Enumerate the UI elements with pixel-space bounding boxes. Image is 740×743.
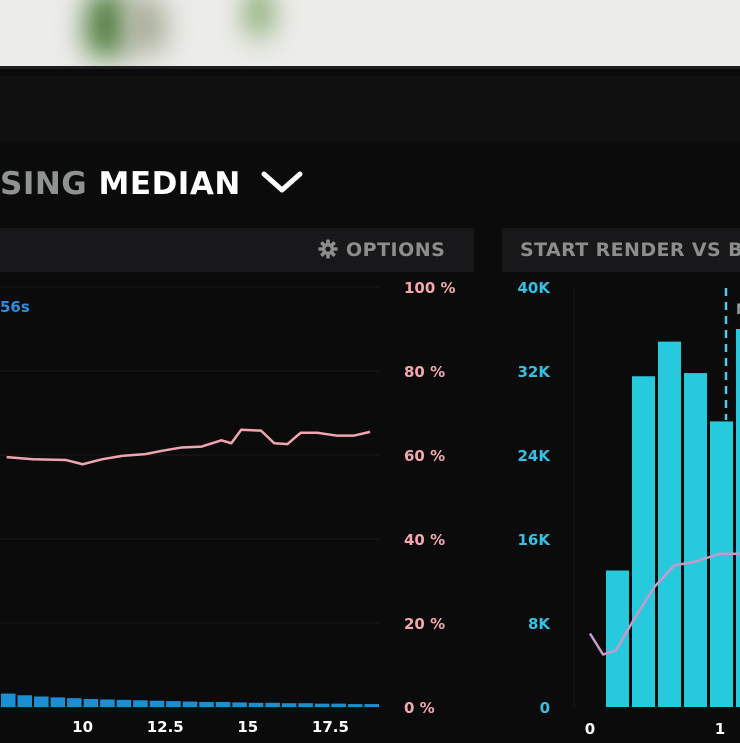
y-tick-label: 100 % bbox=[404, 279, 456, 297]
distribution-bar bbox=[150, 701, 165, 707]
histogram-bar bbox=[736, 329, 740, 707]
y-tick-label: 60 % bbox=[404, 447, 445, 465]
histogram-bar bbox=[710, 421, 733, 707]
x-tick-label: 0 bbox=[585, 720, 595, 738]
distribution-bar bbox=[183, 702, 198, 707]
annotation-label: 56s bbox=[0, 298, 30, 316]
y-tick-label: 0 % bbox=[404, 699, 435, 717]
y-tick-label: 40K bbox=[518, 279, 552, 297]
x-tick-label: 17.5 bbox=[312, 718, 349, 736]
y-tick-label: 16K bbox=[518, 531, 552, 549]
y-tick-label: 32K bbox=[518, 363, 552, 381]
distribution-bar bbox=[364, 704, 379, 707]
right-chart: 40K 32K 24K 16K 8K 0 N 0 1 bbox=[518, 279, 740, 738]
histogram-bar bbox=[684, 373, 707, 707]
distribution-bar bbox=[166, 701, 181, 707]
distribution-bar bbox=[67, 698, 82, 707]
x-tick-label: 12.5 bbox=[147, 718, 184, 736]
distribution-bar bbox=[18, 695, 33, 707]
distribution-bar bbox=[249, 703, 264, 707]
distribution-bar bbox=[51, 697, 66, 707]
left-chart: 100 % 80 % 60 % 40 % 20 % 0 % 10 12.5 15 17.5 56s bbox=[0, 279, 456, 736]
distribution-bar bbox=[232, 702, 247, 707]
distribution-bar bbox=[331, 704, 346, 707]
distribution-bar bbox=[133, 700, 148, 707]
y-tick-label: 80 % bbox=[404, 363, 445, 381]
annotation-label: N bbox=[736, 302, 740, 318]
y-tick-label: 8K bbox=[528, 615, 551, 633]
distribution-bar bbox=[282, 703, 297, 707]
y-tick-label: 40 % bbox=[404, 531, 445, 549]
distribution-bar bbox=[117, 700, 132, 707]
histogram-bar bbox=[658, 342, 681, 707]
distribution-bar bbox=[34, 697, 49, 708]
y-tick-label: 20 % bbox=[404, 615, 445, 633]
distribution-bar bbox=[84, 699, 99, 707]
distribution-bar bbox=[216, 702, 231, 707]
series-line bbox=[7, 430, 370, 464]
x-tick-label: 10 bbox=[72, 718, 93, 736]
distribution-bar bbox=[100, 699, 115, 707]
distribution-bar bbox=[265, 703, 280, 707]
y-tick-label: 24K bbox=[518, 447, 552, 465]
distribution-bar bbox=[199, 702, 214, 707]
x-tick-label: 1 bbox=[715, 720, 725, 738]
distribution-bar bbox=[315, 704, 330, 707]
histogram-bar bbox=[606, 571, 629, 708]
distribution-bar bbox=[1, 694, 16, 707]
distribution-bar bbox=[348, 704, 363, 707]
y-tick-label: 0 bbox=[540, 699, 550, 717]
histogram-bar bbox=[632, 376, 655, 707]
x-tick-label: 15 bbox=[237, 718, 258, 736]
distribution-bar bbox=[298, 703, 313, 707]
